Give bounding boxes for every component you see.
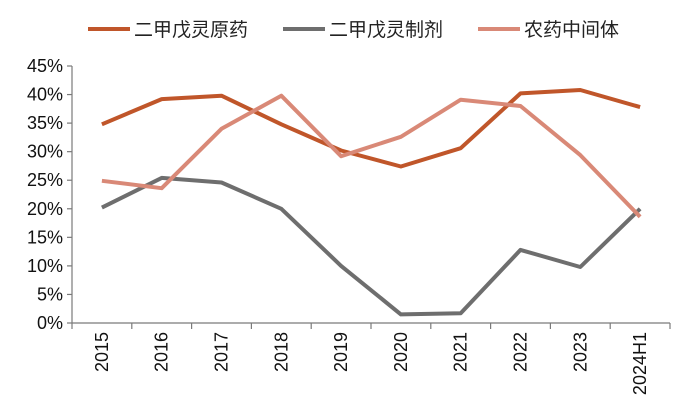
x-axis: 2015 2016 2017 2018 2019 2020 2021 2022 2023 2024… — [71, 322, 671, 395]
x-tick-label: 2022 — [511, 332, 531, 372]
y-tick-label: 30% — [27, 142, 63, 162]
series-line — [101, 175, 642, 317]
x-tick-label: 2016 — [152, 332, 172, 372]
legend-item: 二甲戊灵制剂 — [283, 19, 443, 41]
y-tick-label: 10% — [27, 256, 63, 276]
series-lines — [101, 88, 642, 317]
y-axis: 0% 5% 10% 15% 20% 25% 30% 35% 40% 45% — [27, 56, 73, 333]
x-tick-label: 2019 — [331, 332, 351, 372]
x-tick-label: 2021 — [451, 332, 471, 372]
y-tick-label: 5% — [37, 284, 63, 304]
legend-label: 农药中间体 — [524, 19, 619, 41]
x-tick-label: 2020 — [391, 332, 411, 372]
legend-item: 农药中间体 — [478, 19, 619, 41]
x-tick-label: 2018 — [271, 332, 291, 372]
x-tick-label: 2023 — [570, 332, 590, 372]
y-tick-label: 15% — [27, 227, 63, 247]
chart-legend: 二甲戊灵原药 二甲戊灵制剂 农药中间体 — [88, 19, 619, 41]
series-line — [101, 93, 642, 219]
x-tick-label: 2017 — [212, 332, 232, 372]
y-tick-label: 25% — [27, 170, 63, 190]
y-tick-label: 0% — [37, 313, 63, 333]
legend-item: 二甲戊灵原药 — [88, 19, 248, 41]
y-tick-label: 20% — [27, 199, 63, 219]
y-tick-label: 35% — [27, 113, 63, 133]
legend-label: 二甲戊灵制剂 — [329, 19, 443, 41]
y-tick-label: 40% — [27, 85, 63, 105]
y-tick-label: 45% — [27, 56, 63, 76]
legend-label: 二甲戊灵原药 — [134, 19, 248, 41]
series-line — [101, 88, 641, 169]
x-tick-label: 2015 — [92, 332, 112, 372]
x-tick-label: 2024H1 — [630, 332, 650, 395]
